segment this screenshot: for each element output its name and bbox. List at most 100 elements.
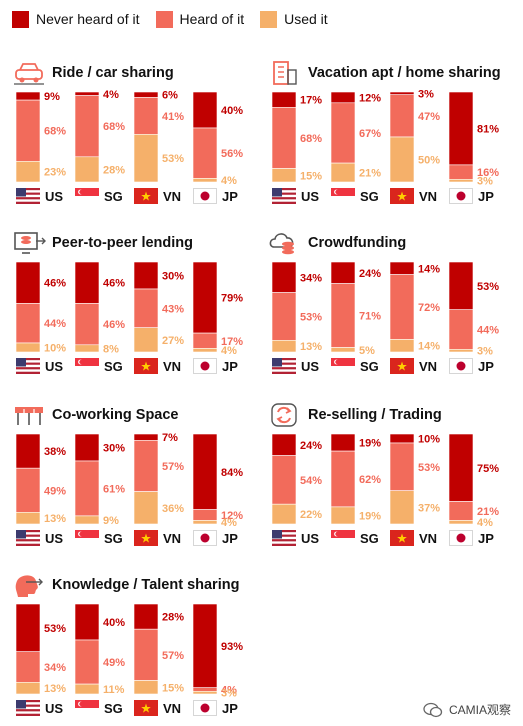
exchange-icon [271, 403, 297, 427]
bar-segment [133, 288, 159, 329]
legend-item-heard: Heard of it [155, 10, 244, 28]
sg-flag-icon [75, 700, 99, 716]
bar-segment [133, 491, 159, 525]
bar-segment [192, 332, 218, 349]
data-label: 12% [221, 510, 243, 522]
data-label: 8% [103, 343, 119, 355]
bar-segment [192, 91, 218, 129]
jp-flag-icon [193, 188, 217, 204]
data-label: 7% [162, 432, 178, 444]
jp-flag-icon [449, 188, 473, 204]
chart-header: Vacation apt / home sharing [268, 58, 501, 88]
stacked-bar-chart: 9% 68% 23% US 4% 68% 28% SG 6% 41% 53% VN 40% 56% 4% JP [15, 89, 243, 204]
data-label: 49% [44, 485, 66, 497]
bar-segment [192, 348, 218, 353]
bar-segment [448, 179, 474, 183]
data-label: 34% [44, 662, 66, 674]
data-label: 4% [477, 517, 493, 529]
bar-segment [74, 344, 100, 353]
data-label: 49% [103, 657, 125, 669]
stacked-bar-chart: 38% 49% 13% US 30% 61% 9% SG 7% 57% 36% VN 84% 12%4% J… [15, 432, 243, 546]
attribution-text: CAMIA观察 [448, 703, 511, 717]
data-label: 50% [418, 155, 440, 167]
bar-segment [74, 95, 100, 158]
bar-segment [74, 303, 100, 346]
country-label: JP [478, 189, 494, 204]
bar-segment [192, 691, 218, 695]
data-label: 15% [162, 682, 184, 694]
chart-header: Co-working Space [12, 400, 179, 430]
data-label: 13% [300, 341, 322, 353]
jp-flag-icon [193, 530, 217, 546]
country-label: VN [163, 359, 181, 374]
data-label: 53% [418, 462, 440, 474]
legend-item-never: Never heard of it [12, 10, 140, 28]
data-label: 10% [418, 434, 440, 446]
bar-segment [330, 162, 356, 183]
data-label: 3% [477, 346, 493, 358]
bar-segment [271, 433, 297, 456]
data-label: 21% [477, 506, 499, 518]
data-label: 38% [44, 446, 66, 458]
data-label: 44% [44, 318, 66, 330]
country-label: SG [104, 189, 123, 204]
sg-flag-icon [75, 188, 99, 204]
data-label: 13% [44, 683, 66, 695]
chart-title: Re-selling / Trading [308, 407, 442, 423]
data-label: 36% [162, 503, 184, 515]
country-label: VN [163, 701, 181, 716]
chart-title: Peer-to-peer lending [52, 235, 193, 251]
data-label: 13% [44, 513, 66, 525]
bar-segment [192, 127, 218, 179]
country-label: US [45, 359, 63, 374]
bar-segment [133, 433, 159, 441]
country-label: JP [222, 701, 238, 716]
sg-flag-icon [75, 358, 99, 374]
data-label: 9% [103, 515, 119, 527]
bar-segment [389, 91, 415, 95]
chart-title: Knowledge / Talent sharing [52, 577, 240, 593]
data-label: 67% [359, 128, 381, 140]
bar-segment [271, 340, 297, 353]
sg-flag-icon [331, 188, 355, 204]
data-label: 53% [300, 311, 322, 323]
data-label: 24% [300, 440, 322, 452]
bar-segment [271, 106, 297, 169]
bar-segment [448, 261, 474, 311]
data-label: 30% [162, 271, 184, 283]
us-flag-icon [272, 358, 296, 374]
data-label: 53% [44, 623, 66, 635]
legend-item-used: Used it [260, 10, 328, 28]
vn-flag-icon [134, 188, 158, 204]
country-label: US [45, 531, 63, 546]
bar-segment [15, 512, 41, 525]
bar-segment [133, 603, 159, 630]
data-label: 68% [44, 126, 66, 138]
data-label: 19% [359, 510, 381, 522]
bar-segment [271, 292, 297, 341]
data-label: 47% [418, 111, 440, 123]
country-label: SG [360, 189, 379, 204]
bar-segment [15, 603, 41, 653]
data-label: 37% [418, 502, 440, 514]
country-label: US [301, 359, 319, 374]
us-flag-icon [16, 700, 40, 716]
data-label: 3% [477, 176, 493, 188]
data-label: 14% [418, 263, 440, 275]
us-flag-icon [272, 530, 296, 546]
data-label: 4% [221, 345, 237, 357]
bar-segment [448, 164, 474, 180]
sg-flag-icon [75, 530, 99, 546]
stacked-bar-chart: 17%68%15%US12%67%21%SG3%47%50%VN81%16%3%… [271, 88, 499, 204]
vn-flag-icon [390, 358, 414, 374]
bar-segment [15, 91, 41, 101]
bar-segment [133, 91, 159, 98]
attribution: CAMIA观察 [423, 701, 511, 718]
chart-header: Ride / car sharing [12, 58, 174, 88]
data-label: 17% [221, 336, 243, 348]
bar-segment [330, 261, 356, 284]
data-label: 61% [103, 483, 125, 495]
chart-panel: Re-selling / Trading 24% 54% 22% US 19% 62% 19%… [268, 400, 513, 555]
data-label: 84% [221, 467, 243, 479]
us-flag-icon [272, 188, 296, 204]
